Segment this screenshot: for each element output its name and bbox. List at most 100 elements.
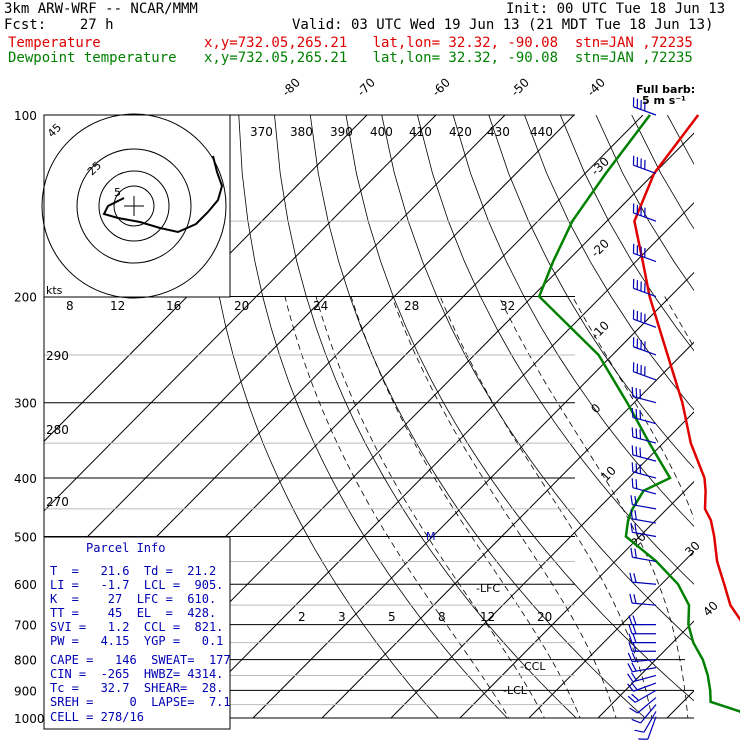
wind-barb-staff <box>637 697 657 714</box>
mixing-ratio-label: 8 <box>66 299 74 313</box>
dry-adiabat <box>274 115 577 718</box>
wind-barb <box>630 495 657 510</box>
wind-barb <box>628 642 656 652</box>
temperature-tick-label: -30 <box>588 154 612 178</box>
parcel-info-row: CIN = -265 HWBZ= 4314. <box>50 667 223 681</box>
parcel-info-frame <box>43 536 231 730</box>
hodograph-trace <box>102 155 224 234</box>
pressure-tick-label: 700 <box>14 619 37 633</box>
dry-adiabat <box>667 115 694 166</box>
wind-barb <box>632 309 657 328</box>
wind-barb-flag <box>628 642 633 652</box>
isentrope-label: 420 <box>449 125 472 139</box>
wind-barb-flag <box>639 410 642 420</box>
wind-barb-staff <box>632 674 657 683</box>
wind-barb-flag <box>630 672 638 681</box>
wind-barb <box>632 203 657 222</box>
dry-adiabat <box>703 115 740 731</box>
wind-barb-flag <box>631 462 634 472</box>
barb-key-title: Full barb: <box>636 83 695 96</box>
dry-adiabat <box>524 115 694 411</box>
temperature-tick-label: -20 <box>588 236 612 260</box>
wind-barb <box>627 662 657 673</box>
mixing-ratio-label: 24 <box>313 299 328 313</box>
moist-adiabat <box>572 296 694 520</box>
wind-barb-staff <box>632 454 657 462</box>
wind-barb <box>631 407 657 425</box>
wind-barb <box>632 243 657 263</box>
isentrope-label: 400 <box>370 125 393 139</box>
wind-barb-staff <box>643 711 657 733</box>
isotherm-line <box>321 341 694 718</box>
wind-barb-flag <box>628 633 633 643</box>
wind-barb-flag <box>639 429 642 439</box>
wind-barb <box>629 572 657 585</box>
moist-adiabat <box>315 296 545 718</box>
lfc-marker: -LFC <box>476 582 500 595</box>
hodograph-ring-5 <box>113 185 155 227</box>
hodograph-ring-45 <box>41 113 227 299</box>
model-title: 3km ARW-WRF -- NCAR/MMM <box>4 1 198 17</box>
pressure-tick-label: 300 <box>14 397 37 411</box>
wind-barb <box>634 711 657 733</box>
wind-barb-flag <box>631 662 637 672</box>
dewpoint-location: x,y=732.05,265.21 lat,lon= 32.32, -90.08… <box>204 50 693 66</box>
temperature-tick-label: -40 <box>584 75 608 99</box>
pressure-tick-label: 600 <box>14 578 37 592</box>
parcel-info-row: LI = -1.7 LCL = 905. <box>50 578 223 592</box>
wind-barb <box>631 427 657 444</box>
isentrope-label: 390 <box>330 125 353 139</box>
wind-barb-staff <box>632 416 657 425</box>
isotherm-line <box>252 271 694 718</box>
wind-barb-flag <box>630 682 638 691</box>
parcel-info-row: CAPE = 146 SWEAT= 177 <box>50 653 231 667</box>
wind-barb <box>631 704 657 724</box>
wind-barb-flag <box>627 683 634 692</box>
wind-barbs <box>627 97 657 740</box>
hodograph-ring-25 <box>76 148 192 264</box>
temperature-tick-label: -50 <box>508 75 532 99</box>
hodograph-units: kts <box>46 284 63 297</box>
mixing-ratio-label: 20 <box>234 299 249 313</box>
mixing-ratio-label: 12 <box>480 610 495 624</box>
parcel-info-row: K = 27 LFC = 610. <box>50 592 216 606</box>
legend-temperature: Temperature <box>8 35 101 51</box>
lcl-marker: -LCL <box>503 684 528 697</box>
mixing-ratio-label: 12 <box>110 299 125 313</box>
dry-adiabat-label: 290 <box>46 349 69 363</box>
init-time: Init: 00 UTC Tue 18 Jun 13 <box>506 1 726 17</box>
isotherm-line <box>44 115 368 442</box>
wind-barb-flag <box>628 615 633 625</box>
moist-marker: M <box>426 530 436 543</box>
pressure-tick-label: 800 <box>14 654 37 668</box>
wind-barb-flag <box>627 673 634 682</box>
mixing-ratio-label: 8 <box>438 610 446 624</box>
moist-adiabat <box>439 296 653 718</box>
mixing-ratio-label: 20 <box>537 610 552 624</box>
isotherm-line <box>44 115 506 582</box>
wind-barb-flag <box>631 693 640 701</box>
barb-key-unit: 5 m s⁻¹ <box>642 94 686 107</box>
wind-barb <box>632 362 657 381</box>
isotherm-line <box>528 550 694 718</box>
pressure-tick-label: 1000 <box>14 712 45 726</box>
wind-barb <box>628 633 656 644</box>
wind-barb <box>630 522 657 538</box>
isotherm-line <box>44 115 437 512</box>
pressure-tick-label: 100 <box>14 109 37 123</box>
isentrope-label: 430 <box>487 125 510 139</box>
wind-barb <box>627 652 657 663</box>
dry-adiabat-label: 270 <box>46 495 69 509</box>
wind-barb-staff <box>632 471 657 479</box>
isotherm-line <box>183 202 694 718</box>
wind-barb <box>638 716 657 740</box>
temperature-location: x,y=732.05,265.21 lat,lon= 32.32, -90.08… <box>204 35 693 51</box>
forecast-hour: Fcst: 27 h <box>4 17 114 33</box>
wind-barb-flag <box>629 707 638 714</box>
wind-barb-flag <box>627 663 633 673</box>
wind-barb-flag <box>635 428 638 438</box>
wind-barb <box>632 337 657 356</box>
dry-adiabat <box>452 115 694 527</box>
wind-barb-flag <box>630 522 633 533</box>
dry-adiabat-label: 280 <box>46 423 69 437</box>
